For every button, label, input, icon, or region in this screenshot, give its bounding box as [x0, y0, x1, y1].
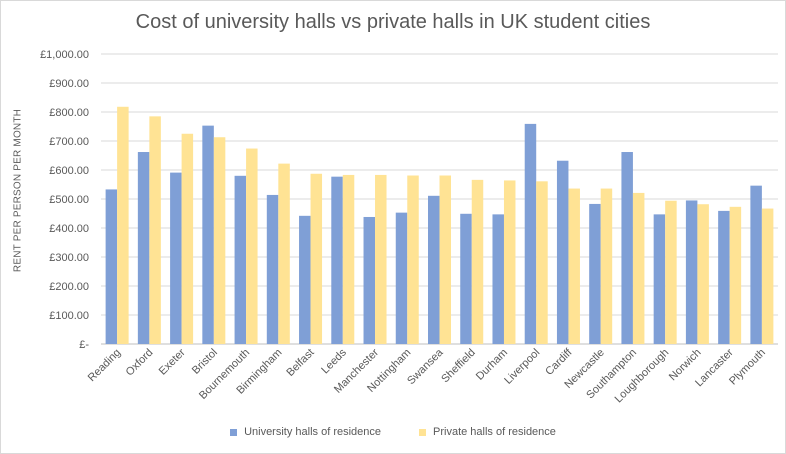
y-tick-label: £300.00: [49, 252, 89, 264]
chart-title: Cost of university halls vs private hall…: [135, 11, 651, 33]
bar-university: [524, 123, 537, 344]
bar-university: [621, 152, 633, 344]
bar-private: [729, 206, 742, 344]
x-tick-label: Oxford: [124, 347, 156, 379]
bar-private: [407, 175, 419, 344]
bar-private: [665, 200, 677, 344]
legend: University halls of residence Private ha…: [1, 426, 785, 438]
bar-university: [363, 216, 376, 344]
y-tick-label: £600.00: [49, 165, 89, 177]
bar-university: [685, 200, 698, 344]
bar-private: [117, 106, 129, 344]
legend-item-private: Private halls of residence: [419, 426, 556, 438]
y-tick-label: £800.00: [49, 107, 89, 119]
legend-swatch-private: [419, 428, 427, 436]
legend-item-university: University halls of residence: [230, 426, 381, 438]
bar-university: [653, 214, 666, 344]
bar-university: [331, 176, 343, 344]
bar-private: [342, 174, 355, 344]
bar-university: [299, 215, 311, 344]
bar-private: [568, 188, 580, 344]
x-tick-label: Exeter: [157, 346, 188, 377]
bar-private: [600, 188, 613, 344]
bar-private: [310, 173, 323, 344]
x-tick-label: Cardiff: [543, 346, 575, 378]
y-tick-label: £400.00: [49, 223, 89, 235]
bar-private: [246, 148, 258, 344]
x-tick-label: Sheffield: [439, 347, 478, 386]
bar-private: [149, 116, 161, 344]
bar-university: [266, 194, 279, 344]
bar-private: [503, 180, 516, 344]
legend-label-private: Private halls of residence: [433, 426, 556, 438]
bar-private: [278, 163, 290, 344]
y-tick-label: £100.00: [49, 310, 89, 322]
x-tick-label: Bristol: [190, 347, 220, 377]
y-tick-label: £500.00: [49, 194, 89, 206]
bar-private: [375, 174, 387, 344]
bar-university: [170, 172, 182, 344]
x-tick-label: Belfast: [284, 347, 316, 379]
bar-private: [181, 133, 194, 344]
x-tick-label: Leeds: [319, 346, 349, 376]
legend-label-university: University halls of residence: [244, 426, 382, 438]
bar-university: [589, 203, 601, 344]
bar-university: [395, 212, 408, 344]
bar-university: [750, 185, 762, 344]
bar-private: [536, 181, 548, 344]
bar-university: [428, 195, 440, 344]
y-tick-label: £900.00: [49, 78, 89, 90]
bar-university: [492, 214, 504, 344]
bar-private: [471, 179, 484, 344]
bar-private: [213, 137, 226, 344]
y-tick-label: £700.00: [49, 136, 89, 148]
bar-private: [439, 175, 451, 344]
bar-private: [632, 192, 645, 344]
bar-university: [137, 152, 150, 344]
bar-university: [556, 160, 569, 344]
legend-swatch-university: [230, 428, 238, 436]
bar-private: [761, 208, 774, 344]
x-tick-label: Liverpool: [502, 347, 542, 387]
bar-university: [234, 175, 247, 344]
bar-university: [202, 125, 214, 344]
y-tick-label: £200.00: [49, 281, 89, 293]
bar-university: [460, 213, 472, 344]
bar-university: [105, 189, 118, 344]
bar-university: [718, 210, 730, 344]
y-tick-label: £1,000.00: [40, 49, 89, 61]
bar-private: [697, 204, 709, 344]
x-tick-label: Swansea: [405, 346, 446, 387]
y-tick-label: £-: [79, 339, 89, 351]
x-tick-label: Reading: [86, 347, 123, 384]
